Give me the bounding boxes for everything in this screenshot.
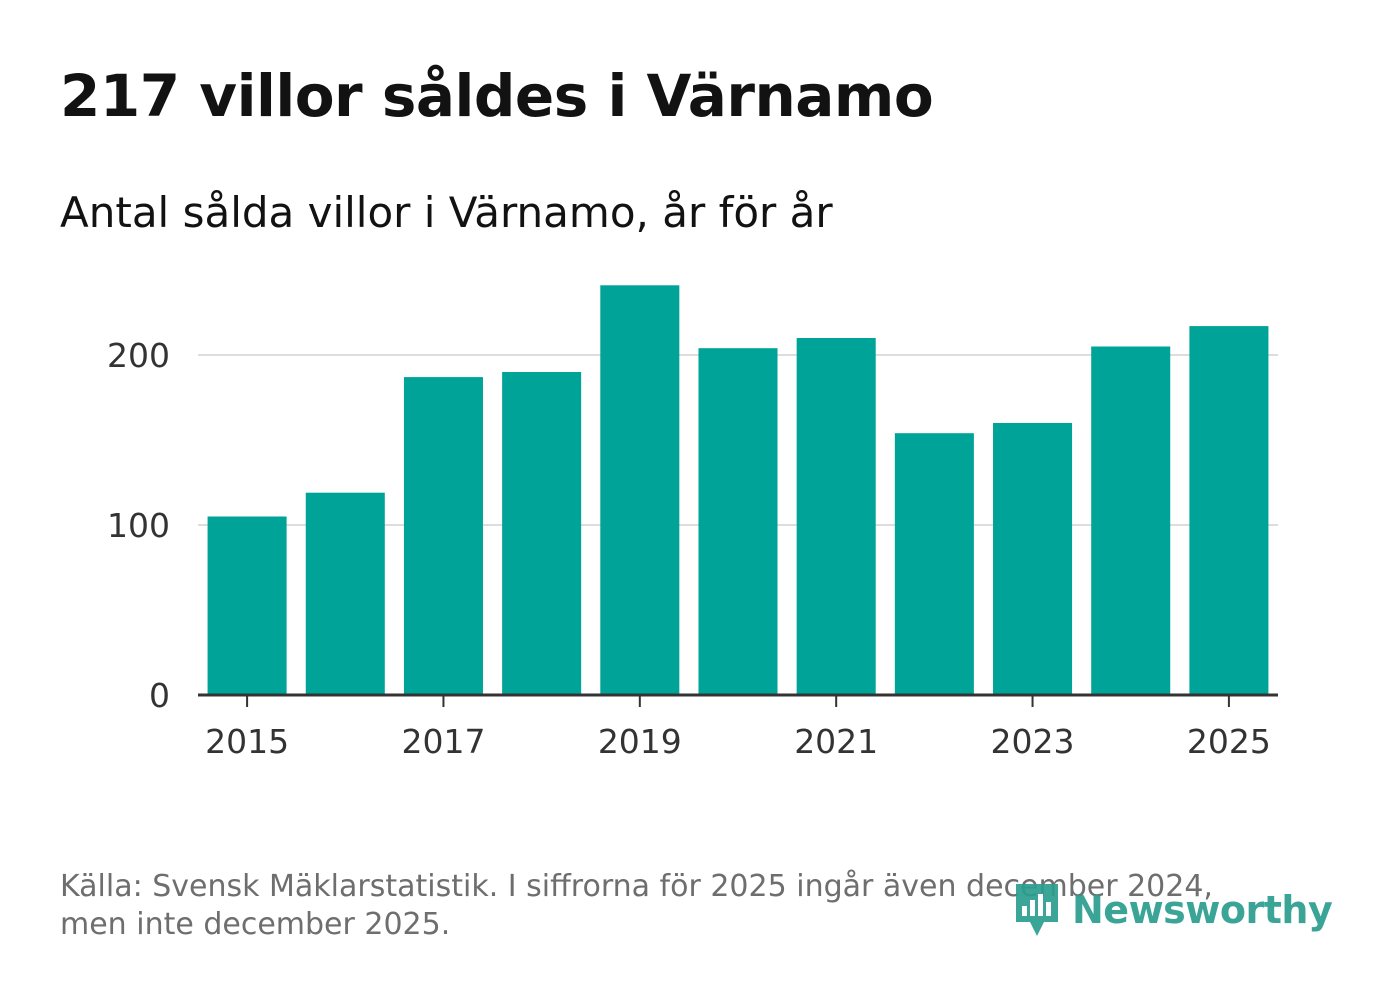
chart-subtitle: Antal sålda villor i Värnamo, år för år	[60, 188, 833, 237]
x-tick-label-2017: 2017	[401, 722, 485, 761]
x-tick-label-2015: 2015	[205, 722, 289, 761]
x-tick-label-2025: 2025	[1187, 722, 1271, 761]
y-tick-label-100: 100	[107, 506, 170, 545]
bar-2024	[1091, 346, 1171, 695]
bar-2016	[305, 492, 385, 695]
y-tick-label-0: 0	[149, 676, 170, 715]
brand-name: Newsworthy	[1072, 888, 1333, 932]
bar-2025	[1189, 326, 1269, 695]
bar-2018	[502, 372, 582, 695]
bar-2022	[894, 433, 974, 695]
bar-2019	[600, 285, 680, 695]
chart-title: 217 villor såldes i Värnamo	[60, 62, 934, 130]
logo-chat-chart-icon	[1016, 884, 1058, 936]
axes: 0 100 200 2015 2017 2019 2021 2023 2025	[107, 336, 1278, 761]
bar-2023	[993, 423, 1073, 695]
x-tick-label-2023: 2023	[991, 722, 1075, 761]
bar-2015	[207, 516, 287, 695]
x-tick-label-2019: 2019	[598, 722, 682, 761]
bars	[207, 285, 1269, 695]
bar-2017	[403, 377, 483, 695]
x-tick-label-2021: 2021	[794, 722, 878, 761]
newsworthy-logo[interactable]: Newsworthy	[1012, 880, 1333, 940]
bar-2021	[796, 338, 876, 695]
source-line-2: men inte december 2025.	[60, 907, 451, 942]
bar-2020	[698, 348, 778, 695]
y-tick-label-200: 200	[107, 336, 170, 375]
